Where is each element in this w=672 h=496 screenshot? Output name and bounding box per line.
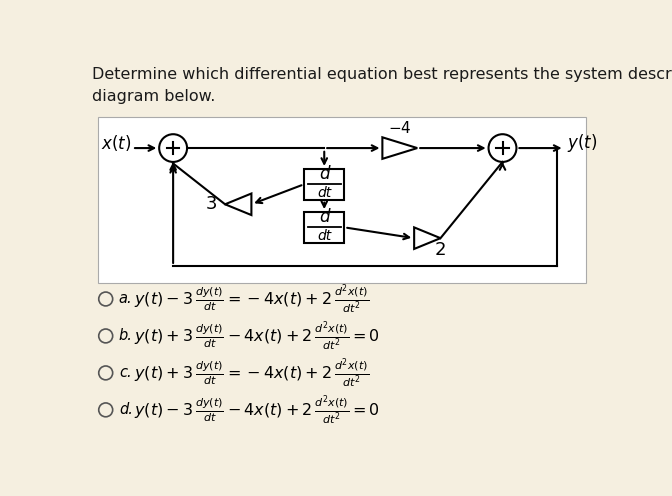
Text: c.: c.	[119, 366, 132, 380]
Text: $y(t)$: $y(t)$	[566, 132, 597, 154]
Text: b.: b.	[119, 328, 133, 343]
Text: dt: dt	[317, 229, 331, 243]
Text: Determine which differential equation best represents the system described by th: Determine which differential equation be…	[92, 67, 672, 105]
Text: $y(t) + 3\,\frac{dy(t)}{dt} - 4x(t) + 2\,\frac{d^2x(t)}{dt^2} = 0$: $y(t) + 3\,\frac{dy(t)}{dt} - 4x(t) + 2\…	[134, 319, 380, 353]
Text: a.: a.	[119, 292, 132, 307]
FancyBboxPatch shape	[98, 117, 586, 283]
Text: $y(t) + 3\,\frac{dy(t)}{dt} = -4x(t) + 2\,\frac{d^2x(t)}{dt^2}$: $y(t) + 3\,\frac{dy(t)}{dt} = -4x(t) + 2…	[134, 356, 370, 390]
Text: $-4$: $-4$	[388, 120, 411, 136]
FancyBboxPatch shape	[304, 212, 345, 243]
Text: $3$: $3$	[205, 195, 217, 213]
Text: $2$: $2$	[434, 242, 446, 259]
Text: $y(t) - 3\,\frac{dy(t)}{dt} = -4x(t) + 2\,\frac{d^2x(t)}{dt^2}$: $y(t) - 3\,\frac{dy(t)}{dt} = -4x(t) + 2…	[134, 282, 370, 316]
Text: d.: d.	[119, 402, 133, 417]
Text: $y(t) - 3\,\frac{dy(t)}{dt} - 4x(t) + 2\,\frac{d^2x(t)}{dt^2} = 0$: $y(t) - 3\,\frac{dy(t)}{dt} - 4x(t) + 2\…	[134, 393, 380, 427]
Text: $x(t)$: $x(t)$	[101, 133, 132, 153]
Text: d: d	[319, 165, 329, 183]
Text: d: d	[319, 208, 329, 226]
Text: dt: dt	[317, 186, 331, 200]
FancyBboxPatch shape	[304, 169, 345, 200]
